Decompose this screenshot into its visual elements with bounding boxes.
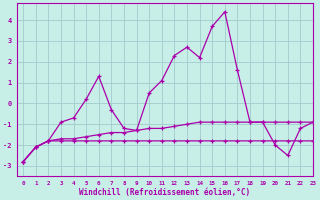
X-axis label: Windchill (Refroidissement éolien,°C): Windchill (Refroidissement éolien,°C) xyxy=(79,188,251,197)
